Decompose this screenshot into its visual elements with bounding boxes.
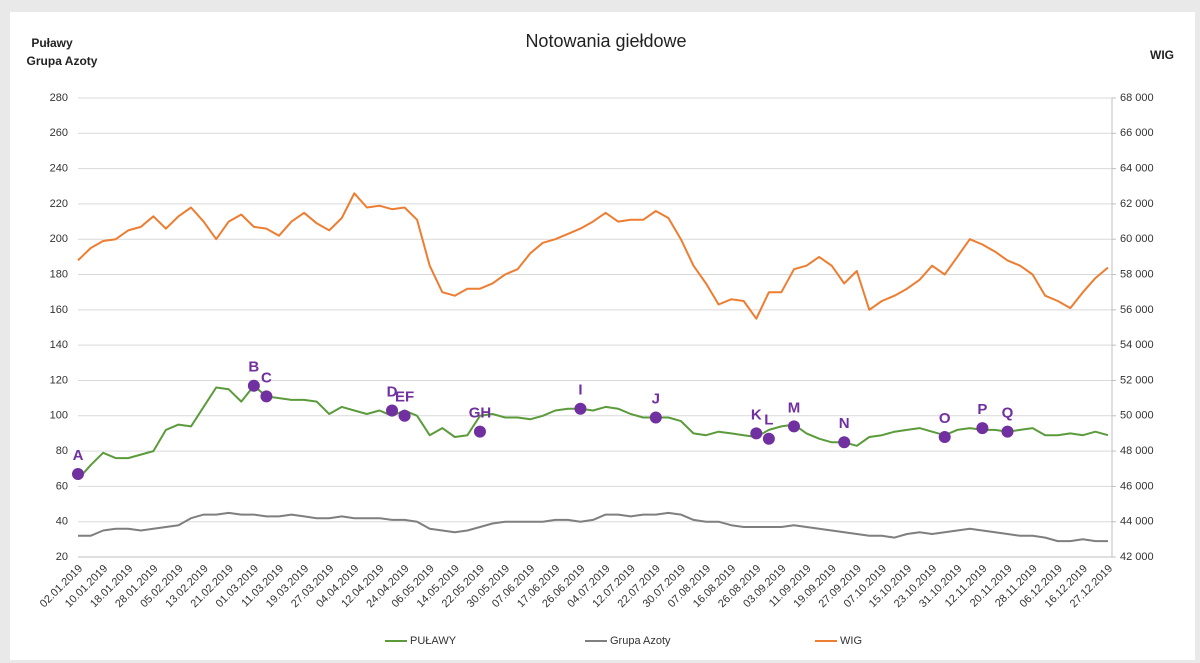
y2-axis-title: WIG [1150, 48, 1174, 62]
y-tick-label: 240 [50, 163, 68, 175]
chart-title: Notowania giełdowe [525, 31, 686, 51]
y2-tick-label: 42 000 [1120, 551, 1154, 563]
annotation-point [976, 422, 989, 435]
annotation-label: C [261, 369, 272, 386]
y2-tick-label: 58 000 [1120, 268, 1154, 280]
y2-tick-label: 62 000 [1120, 198, 1154, 210]
y2-tick-label: 60 000 [1120, 233, 1154, 245]
legend-label: Grupa Azoty [610, 635, 671, 647]
legend-label: WIG [840, 635, 862, 647]
annotation-point [750, 427, 763, 440]
annotation-point [787, 420, 800, 433]
y2-tick-label: 64 000 [1120, 163, 1154, 175]
series-line [78, 511, 1108, 543]
y-tick-label: 280 [50, 92, 68, 104]
annotation-label: O [939, 410, 951, 427]
y2-tick-label: 50 000 [1120, 410, 1154, 422]
annotation-label: M [788, 399, 801, 416]
annotation-label: P [977, 401, 987, 418]
y-tick-label: 40 [56, 516, 68, 528]
annotation-point [938, 430, 951, 443]
y-tick-label: 100 [50, 410, 68, 422]
y2-tick-label: 68 000 [1120, 92, 1154, 104]
annotation-point [838, 436, 851, 449]
annotation-point [247, 379, 260, 392]
annotation-point [574, 402, 587, 415]
y-axis-title: Grupa Azoty [27, 54, 98, 68]
annotation-label: Q [1002, 405, 1014, 422]
y-axis-title: Puławy [31, 36, 73, 50]
y-tick-label: 80 [56, 445, 68, 457]
series-line [77, 384, 1109, 480]
y2-tick-label: 56 000 [1120, 304, 1154, 316]
annotation-point [1001, 425, 1014, 438]
y2-tick-label: 44 000 [1120, 516, 1154, 528]
y2-tick-label: 52 000 [1120, 374, 1154, 386]
annotation-label: A [73, 447, 84, 464]
annotation-point [386, 404, 399, 417]
annotation-label: EF [395, 389, 414, 406]
y2-tick-label: 46 000 [1120, 480, 1154, 492]
y2-tick-label: 48 000 [1120, 445, 1154, 457]
annotation-point [473, 425, 486, 438]
annotation-label: J [652, 391, 660, 408]
chart-background [10, 12, 1195, 660]
legend-label: PUŁAWY [410, 635, 457, 647]
y-tick-label: 20 [56, 551, 68, 563]
annotation-label: D [387, 383, 398, 400]
series-line [77, 192, 1109, 320]
annotation-label: K [751, 406, 762, 423]
annotation-point [260, 390, 273, 403]
annotation-point [762, 432, 775, 445]
annotation-label: B [248, 359, 259, 376]
y-tick-label: 60 [56, 480, 68, 492]
y-tick-label: 160 [50, 304, 68, 316]
y-tick-label: 200 [50, 233, 68, 245]
y-tick-label: 220 [50, 198, 68, 210]
annotation-point [72, 468, 84, 481]
annotation-point [649, 411, 662, 424]
annotation-label: N [839, 415, 850, 432]
annotation-label: GH [469, 405, 492, 422]
y-tick-label: 140 [50, 339, 68, 351]
y-tick-label: 260 [50, 127, 68, 139]
annotation-label: I [578, 382, 582, 399]
annotation-point [398, 409, 411, 422]
y2-tick-label: 54 000 [1120, 339, 1154, 351]
annotation-label: L [764, 412, 773, 429]
y2-tick-label: 66 000 [1120, 127, 1154, 139]
y-tick-label: 120 [50, 374, 68, 386]
y-tick-label: 180 [50, 268, 68, 280]
